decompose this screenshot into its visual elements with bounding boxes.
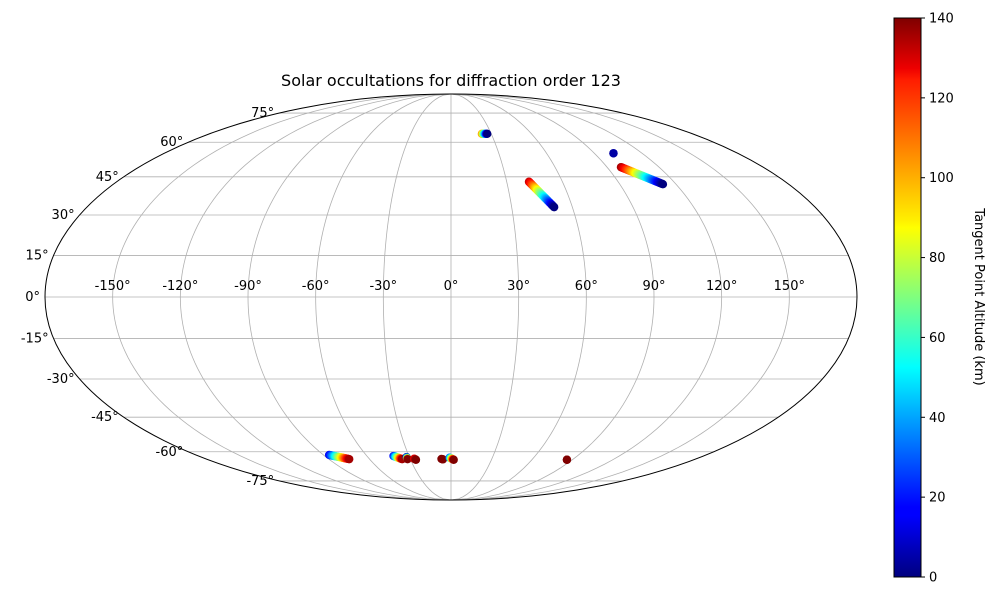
longitude-tick-label: -30° [369, 279, 397, 294]
occultation-point [549, 202, 559, 212]
colorbar-gradient [893, 17, 922, 578]
occultation-point [658, 180, 668, 189]
latitude-tick-label: -30° [47, 372, 75, 387]
longitude-tick-label: -90° [234, 279, 262, 294]
longitude-tick-label: 90° [642, 279, 665, 294]
colorbar-tick-label: 40 [929, 411, 946, 426]
occultation-point [449, 455, 458, 464]
chart-title: Solar occultations for diffraction order… [281, 71, 621, 90]
latitude-tick-label: 0° [25, 290, 40, 305]
latitude-tick-label: 45° [96, 170, 119, 185]
longitude-tick-labels: -150° -120° -90° -60° -30° 0° 30° 60° 90° 120° 150… [95, 279, 805, 294]
occultation-point [403, 454, 412, 464]
colorbar-tick-label: 20 [929, 491, 946, 506]
colorbar-tick-label: 120 [929, 91, 954, 106]
colorbar-label: Tangent Point Altitude (km) [971, 207, 986, 385]
occultation-points [324, 129, 668, 464]
occultation-point [562, 455, 572, 464]
latitude-tick-label: 60° [160, 135, 183, 150]
colorbar-tick-label: 60 [929, 331, 946, 346]
colorbar-tick-label: 140 [929, 12, 954, 27]
colorbar-ticks: 0 20 40 60 80 100 120 140 [921, 12, 954, 586]
occultation-point [345, 454, 354, 464]
longitude-tick-label: 30° [507, 279, 530, 294]
latitude-tick-label: -45° [91, 410, 119, 425]
colorbar-tick-label: 80 [929, 251, 946, 266]
latitude-tick-labels: -75° -60° -45° -30° -15° 0° 15° 30° 45° 60° 75° [21, 106, 274, 489]
occultation-point [483, 129, 492, 139]
map-outline [44, 93, 858, 501]
longitude-tick-label: -120° [162, 279, 198, 294]
latitude-tick-label: -75° [246, 474, 274, 489]
latitude-tick-label: 30° [52, 208, 75, 223]
occultation-point [438, 455, 448, 464]
longitude-tick-label: 150° [774, 279, 805, 294]
longitude-tick-label: 0° [444, 279, 459, 294]
latitude-tick-label: -15° [21, 332, 49, 347]
latitude-tick-label: 75° [251, 106, 274, 121]
colorbar: 0 20 40 60 80 100 120 140 Tangent Point Altitud… [893, 12, 986, 586]
longitude-tick-label: 60° [575, 279, 598, 294]
colorbar-tick-label: 100 [929, 171, 954, 186]
latitude-tick-label: 15° [26, 248, 49, 263]
occultation-point [411, 455, 421, 464]
longitude-tick-label: 120° [706, 279, 737, 294]
graticule-grid [45, 93, 857, 501]
colorbar-tick-label: 0 [929, 571, 937, 586]
latitude-tick-label: -60° [156, 445, 184, 460]
longitude-tick-label: -60° [302, 279, 330, 294]
occultation-point [609, 149, 618, 158]
longitude-tick-label: -150° [95, 279, 131, 294]
